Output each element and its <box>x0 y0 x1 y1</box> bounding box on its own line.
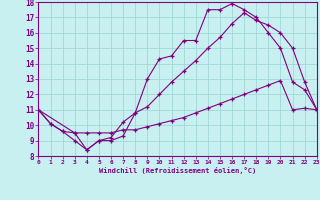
X-axis label: Windchill (Refroidissement éolien,°C): Windchill (Refroidissement éolien,°C) <box>99 167 256 174</box>
